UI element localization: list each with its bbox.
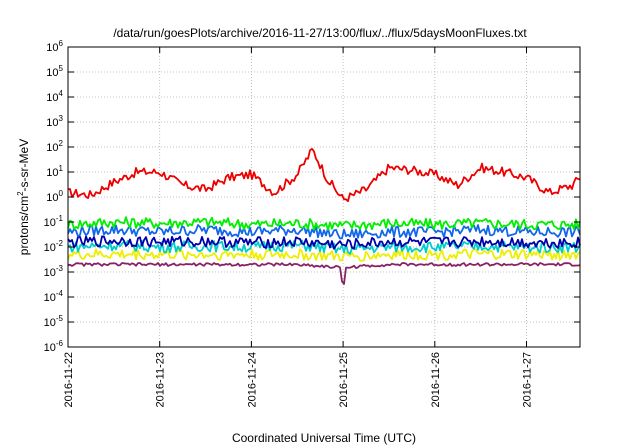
y-tick-label: 10-4 (44, 289, 64, 304)
chart-title: /data/run/goesPlots/archive/2016-11-27/1… (113, 26, 527, 40)
x-tick-label: 2016-11-27 (522, 352, 534, 407)
y-tick-label: 102 (46, 139, 63, 154)
y-tick-label-exp: -4 (56, 289, 64, 298)
y-tick-label-base: 10 (44, 217, 56, 229)
grid (68, 47, 580, 347)
y-tick-label-exp: 0 (59, 189, 64, 198)
y-tick-label-base: 10 (44, 342, 56, 354)
y-tick-label: 104 (46, 89, 63, 104)
x-tick-label: 2016-11-25 (338, 352, 350, 407)
y-tick-label: 10-5 (44, 314, 64, 329)
x-tick-label: 2016-11-26 (430, 352, 442, 407)
y-tick-label-base: 10 (44, 292, 56, 304)
series-line-6 (67, 262, 581, 285)
y-tick-label: 10-2 (44, 239, 64, 254)
y-tick-label-base: 10 (46, 67, 58, 79)
y-tick-label-base: 10 (44, 267, 56, 279)
y-axis-label-base: protons/cm (17, 196, 31, 255)
y-tick-label: 10-1 (44, 214, 64, 229)
y-tick-label-exp: -3 (56, 264, 64, 273)
y-tick-label-exp: 3 (59, 114, 64, 123)
y-tick-label-base: 10 (46, 92, 58, 104)
y-tick-label-base: 10 (46, 117, 58, 129)
y-tick-label-base: 10 (46, 167, 58, 179)
y-tick-label: 10-3 (44, 264, 64, 279)
y-tick-label: 103 (46, 114, 63, 129)
series-line-0 (67, 147, 581, 203)
y-tick-label-exp: 5 (59, 64, 64, 73)
x-tick-label: 2016-11-22 (63, 352, 75, 407)
y-tick-label-exp: -2 (56, 239, 64, 248)
series-layer (67, 147, 581, 285)
x-axis-ticks: 2016-11-22 2016-11-23 2016-11-24 2016-11-25… (63, 47, 534, 407)
y-axis-ticks: 10-610-510-410-310-210-11001011021031041… (44, 39, 580, 354)
y-tick-label-exp: -1 (56, 214, 64, 223)
x-tick-label: 2016-11-23 (155, 352, 167, 407)
y-axis-label-sup: 2 (16, 191, 25, 196)
y-axis-label: protons/cm2-s-sr-MeV (16, 139, 31, 255)
y-tick-label-base: 10 (46, 42, 58, 54)
x-tick-label: 2016-11-24 (246, 352, 258, 407)
y-tick-label-exp: 1 (59, 164, 64, 173)
y-tick-label: 10-6 (44, 339, 64, 354)
y-tick-label: 101 (46, 164, 63, 179)
series-line-2 (67, 224, 581, 240)
series-line-4 (67, 235, 581, 250)
y-tick-label: 106 (46, 39, 63, 54)
y-tick-label-exp: 4 (59, 89, 64, 98)
y-tick-label: 100 (46, 189, 63, 204)
y-tick-label-base: 10 (44, 242, 56, 254)
y-tick-label-exp: 6 (59, 39, 64, 48)
series-line-3 (67, 239, 581, 255)
y-axis-label-rest: -s-sr-MeV (17, 139, 31, 192)
y-tick-label-exp: 2 (59, 139, 64, 148)
y-tick-label-base: 10 (44, 317, 56, 329)
y-tick-label-exp: -6 (56, 339, 64, 348)
x-axis-label: Coordinated Universal Time (UTC) (232, 431, 416, 445)
series-line-1 (67, 216, 581, 231)
y-tick-label-base: 10 (46, 142, 58, 154)
y-tick-label-base: 10 (46, 192, 58, 204)
y-tick-label: 105 (46, 64, 63, 79)
y-tick-label-exp: -5 (56, 314, 64, 323)
